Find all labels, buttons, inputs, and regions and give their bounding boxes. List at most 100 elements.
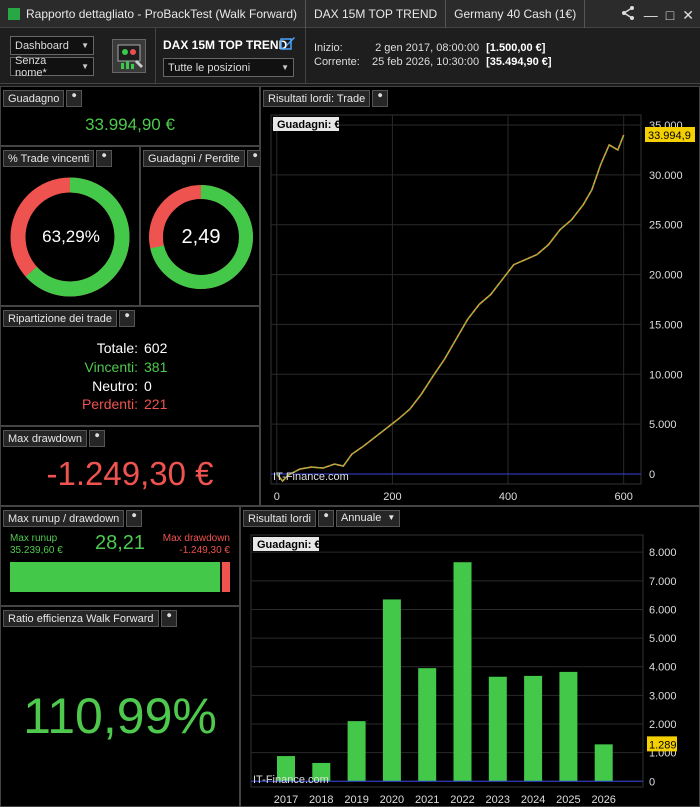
- period-select[interactable]: Annuale ▼: [335, 509, 401, 527]
- win-value: 381: [144, 359, 168, 375]
- strategy-tab[interactable]: DAX 15M TOP TREND: [306, 0, 447, 28]
- wrench-icon[interactable]: [118, 309, 135, 327]
- instrument-tab[interactable]: Germany 40 Cash (1€): [446, 0, 586, 28]
- equity-line-overlay: [276, 134, 625, 482]
- bar-2025: [559, 671, 578, 782]
- report-header: Dashboard ▼ Senza nome* ▼ DAX 15M TOP TREN…: [0, 28, 700, 84]
- last-value-badge: [647, 736, 677, 752]
- wrench-icon[interactable]: [160, 609, 177, 627]
- y-tick-label: 7.000: [649, 576, 677, 588]
- watermark: IT-Finance.com: [253, 774, 329, 786]
- x-tick-label: 2017: [274, 794, 298, 806]
- trade-breakdown-title: Ripartizione dei trade: [3, 309, 117, 327]
- x-tick-label: 600: [614, 491, 632, 503]
- app-icon: [8, 7, 20, 20]
- annual-chart-title: Risultati lordi: [243, 509, 316, 527]
- chart-label-box: [253, 537, 319, 551]
- panel-header: Risultati lordi: Trade: [263, 89, 389, 107]
- start-period: Inizio: 2 gen 2017, 08:00:00 [1.500,00 €…: [314, 42, 545, 54]
- current-period: Corrente: 25 feb 2026, 10:30:00 [35.494,…: [314, 56, 552, 68]
- last-value-label: 1.289: [649, 739, 677, 751]
- gain-loss-donut: [149, 185, 253, 289]
- gain-title: Guadagno: [3, 89, 65, 107]
- runup-bar-fill: [10, 562, 221, 592]
- position-select[interactable]: Tutte le posizioni ▼: [163, 58, 294, 77]
- window-title: Rapporto dettagliato - ProBackTest (Walk…: [0, 0, 306, 28]
- name-select[interactable]: Senza nome* ▼: [10, 54, 94, 79]
- wrench-icon[interactable]: [88, 429, 105, 447]
- donut-win-ring: [149, 185, 253, 289]
- window-title-text: Rapporto dettagliato - ProBackTest (Walk…: [26, 6, 297, 21]
- wrench-icon[interactable]: [372, 89, 389, 107]
- runup-panel: Max runup / drawdown Max runup 35.239,60…: [0, 506, 240, 606]
- plot-area: [250, 534, 644, 788]
- strategy-name: DAX 15M TOP TREND: [163, 38, 288, 52]
- total-label: Totale:: [96, 340, 138, 356]
- bar-2018: [312, 762, 331, 782]
- minimize-icon[interactable]: —: [643, 7, 658, 23]
- bar-2021: [418, 668, 437, 782]
- total-row: Totale: 602: [58, 340, 168, 356]
- max-drawdown-title: Max drawdown: [3, 429, 87, 447]
- x-tick-label: 2025: [556, 794, 580, 806]
- annual-chart-panel: Risultati lordi Annuale ▼ 0 1.000 2.000 3.00…: [240, 506, 700, 807]
- equity-line-chart: 05.00010.00015.00020.00025.00030.00035.0…: [270, 114, 695, 503]
- wf-efficiency-panel: Ratio efficienza Walk Forward 110,99%: [0, 606, 240, 807]
- panel-header: Max runup / drawdown: [3, 509, 143, 527]
- panel-header: Guadagni / Perdite: [143, 149, 263, 167]
- win-rate-value: 63,29%: [42, 227, 100, 246]
- wrench-icon[interactable]: [96, 149, 113, 167]
- max-drawdown-value: -1.249,30 €: [46, 455, 214, 492]
- current-label: Corrente:: [314, 56, 360, 68]
- trade-chart-title: Risultati lordi: Trade: [263, 89, 371, 107]
- wf-efficiency-title: Ratio efficienza Walk Forward: [3, 609, 159, 627]
- runup-ratio: 28,21: [94, 532, 146, 554]
- x-tick-label: 200: [383, 491, 401, 503]
- x-tick-label: 2026: [591, 794, 615, 806]
- x-tick-label: 400: [499, 491, 517, 503]
- neutral-label: Neutro:: [92, 378, 138, 394]
- bar-2026: [594, 744, 613, 782]
- maximize-icon[interactable]: □: [665, 7, 675, 23]
- y-tick-label: 0: [649, 776, 655, 788]
- panel-header: % Trade vincenti: [3, 149, 113, 167]
- strategy-code-icon[interactable]: [112, 39, 146, 73]
- wrench-icon[interactable]: [317, 509, 334, 527]
- chevron-down-icon: ▼: [281, 63, 289, 72]
- share-icon[interactable]: [620, 5, 636, 25]
- runup-label: Max runup: [10, 533, 58, 544]
- chevron-down-icon: ▼: [81, 41, 89, 50]
- y-tick-label: 15.000: [649, 319, 683, 331]
- edit-icon[interactable]: [280, 36, 296, 50]
- drawdown-bar-fill: [222, 562, 230, 592]
- chart-label-box: [273, 117, 339, 131]
- wrench-icon[interactable]: [246, 149, 263, 167]
- plot-area: [270, 114, 642, 485]
- view-select[interactable]: Dashboard ▼: [10, 36, 94, 55]
- y-tick-label: 20.000: [649, 270, 683, 282]
- name-select-value: Senza nome*: [15, 54, 47, 79]
- close-icon[interactable]: ✕: [682, 7, 694, 23]
- y-tick-label: 4.000: [649, 662, 677, 674]
- y-tick-label: 8.000: [649, 547, 677, 559]
- last-value-label: 33.994,9: [648, 130, 691, 142]
- gain-value: 33.994,90 €: [85, 115, 175, 134]
- period-select-value: Annuale: [340, 512, 382, 524]
- last-value-badge: [645, 126, 695, 142]
- win-rate-title: % Trade vincenti: [3, 149, 95, 167]
- chart-label: Guadagni: €: [257, 539, 321, 551]
- y-tick-label: 3.000: [649, 690, 677, 702]
- win-row: Vincenti: 381: [58, 359, 168, 375]
- bar-2024: [524, 675, 543, 782]
- trade-breakdown-panel: Ripartizione dei trade Totale: 602 Vincen…: [0, 306, 260, 426]
- loss-label: Perdenti:: [81, 396, 138, 412]
- x-tick-label: 2019: [344, 794, 368, 806]
- max-drawdown-panel: Max drawdown -1.249,30 €: [0, 426, 260, 506]
- runup-value: 35.239,60 €: [10, 545, 63, 556]
- wrench-icon[interactable]: [66, 89, 83, 107]
- neutral-row: Neutro: 0: [58, 378, 152, 394]
- wrench-icon[interactable]: [126, 509, 143, 527]
- y-tick-label: 5.000: [649, 633, 677, 645]
- drawdown-label: Max drawdown: [162, 533, 230, 544]
- header-divider: [155, 28, 156, 84]
